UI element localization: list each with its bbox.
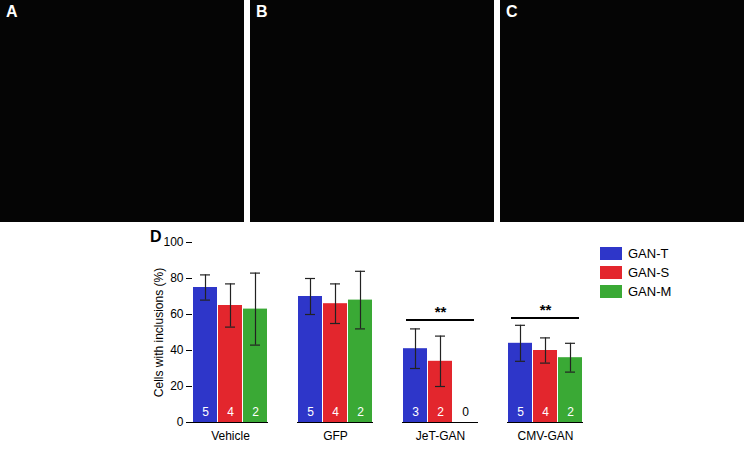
svg-text:4: 4 bbox=[227, 405, 234, 419]
svg-text:100: 100 bbox=[163, 235, 183, 249]
html-text:GAN-S: GAN-S bbox=[628, 265, 670, 280]
html-text:B: B bbox=[256, 3, 268, 20]
svg-text:4: 4 bbox=[542, 405, 549, 419]
svg-text:60: 60 bbox=[170, 307, 184, 321]
html-text:D: D bbox=[150, 228, 162, 245]
svg-text:GFP: GFP bbox=[323, 429, 348, 443]
svg-text:3: 3 bbox=[412, 405, 419, 419]
svg-text:JeT-GAN: JeT-GAN bbox=[416, 429, 465, 443]
svg-text:0: 0 bbox=[462, 405, 469, 419]
svg-text:Cells with inclusions (%): Cells with inclusions (%) bbox=[152, 268, 166, 397]
svg-text:2: 2 bbox=[437, 405, 444, 419]
svg-text:5: 5 bbox=[307, 405, 314, 419]
svg-text:2: 2 bbox=[357, 405, 364, 419]
svg-text:CMV-GAN: CMV-GAN bbox=[517, 429, 573, 443]
html-text:A: A bbox=[6, 3, 18, 20]
svg-text:2: 2 bbox=[252, 405, 259, 419]
svg-text:20: 20 bbox=[170, 379, 184, 393]
svg-text:80: 80 bbox=[170, 271, 184, 285]
svg-text:5: 5 bbox=[517, 405, 524, 419]
svg-text:**: ** bbox=[435, 303, 447, 320]
svg-text:5: 5 bbox=[202, 405, 209, 419]
html-text:GAN-M: GAN-M bbox=[628, 284, 672, 299]
svg-text:Vehicle: Vehicle bbox=[211, 429, 250, 443]
html-text:GAN-T: GAN-T bbox=[628, 246, 669, 261]
svg-text:**: ** bbox=[540, 301, 552, 318]
svg-text:2: 2 bbox=[567, 405, 574, 419]
svg-text:0: 0 bbox=[177, 415, 184, 429]
svg-text:4: 4 bbox=[332, 405, 339, 419]
html-text:C: C bbox=[506, 3, 518, 20]
svg-text:40: 40 bbox=[170, 343, 184, 357]
